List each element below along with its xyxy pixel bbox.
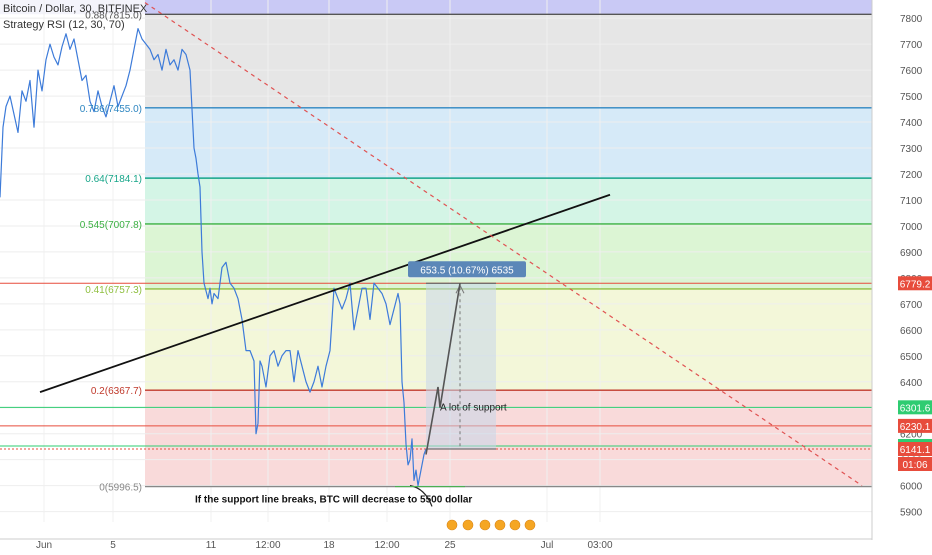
price-tick-label: 7700 bbox=[900, 40, 923, 51]
price-badge-label: 6141.1 bbox=[900, 445, 931, 456]
price-axis[interactable]: 5900600061006200630064006500660067006800… bbox=[871, 0, 932, 550]
price-tick-label: 7400 bbox=[900, 118, 923, 129]
price-tick-label: 6400 bbox=[900, 378, 923, 389]
fib-band bbox=[145, 0, 872, 15]
event-marker-icon[interactable] bbox=[509, 519, 521, 531]
price-tick-label: 7500 bbox=[900, 92, 923, 103]
price-badge[interactable] bbox=[898, 418, 932, 433]
projection-path-line bbox=[425, 283, 461, 455]
symbol-title: Bitcoin / Dollar, 30, BITFINEX bbox=[3, 3, 148, 15]
price-tick-label: 7200 bbox=[900, 170, 923, 181]
price-tick-label: 6200 bbox=[900, 430, 923, 441]
fib-band bbox=[145, 288, 872, 391]
fib-level-label: 0.88(7815.0) bbox=[85, 10, 142, 21]
price-badge[interactable] bbox=[898, 441, 932, 456]
projection-box bbox=[426, 282, 496, 450]
price-badge[interactable] bbox=[898, 400, 932, 415]
projection-label-bg bbox=[408, 261, 526, 278]
time-tick-label: 18 bbox=[323, 540, 335, 550]
price-tick-label: 6600 bbox=[900, 326, 923, 337]
fib-level-lines bbox=[145, 13, 872, 488]
fib-level-label: 0.41(6757.3) bbox=[85, 285, 142, 296]
fib-band bbox=[145, 390, 872, 487]
price-badge-label: 6779.2 bbox=[900, 279, 931, 290]
fib-level-label: 0(5996.5) bbox=[99, 483, 142, 494]
price-tick-label: 6700 bbox=[900, 300, 923, 311]
time-tick-label: 12:00 bbox=[374, 540, 399, 550]
fib-level-label: 0.786(7455.0) bbox=[80, 104, 142, 115]
projection-path: 653.5 (10.67%) 6535 bbox=[408, 261, 526, 455]
fib-band bbox=[145, 107, 872, 179]
annotation-text: A lot of support bbox=[440, 402, 507, 413]
fib-level-labels: 0.88(7815.0) 0.786(7455.0) 0.64(7184.1) 0.5… bbox=[80, 10, 142, 493]
annotations: A lot of support If the support line brea… bbox=[195, 402, 507, 507]
price-tick-label: 7300 bbox=[900, 144, 923, 155]
time-tick-label: 5 bbox=[110, 540, 116, 550]
time-tick-label: 11 bbox=[206, 540, 217, 550]
time-axis-bg bbox=[0, 540, 872, 550]
fib-band bbox=[0, 0, 145, 15]
downtrend-line[interactable] bbox=[144, 2, 863, 487]
countdown-label: 01:06 bbox=[902, 460, 927, 471]
time-axis[interactable]: Jun 5 11 12:00 18 12:00 25 Jul 03:00 bbox=[0, 538, 872, 551]
countdown-badge bbox=[898, 456, 932, 471]
chart-header: Bitcoin / Dollar, 30, BITFINEX Strategy … bbox=[3, 3, 148, 31]
price-tick-label: 6500 bbox=[900, 352, 923, 363]
event-marker-icon[interactable] bbox=[494, 519, 506, 531]
fib-level-label: 0.2(6367.7) bbox=[91, 386, 142, 397]
annotation-text: If the support line breaks, BTC will dec… bbox=[195, 495, 472, 506]
projection-range-box bbox=[426, 283, 496, 449]
price-tick-label: 6900 bbox=[900, 248, 923, 259]
time-tick-label: Jun bbox=[36, 540, 52, 550]
price-badge-label: 6230.1 bbox=[900, 422, 931, 433]
price-line-series[interactable] bbox=[0, 27, 427, 487]
fib-band bbox=[145, 223, 872, 289]
fib-band bbox=[145, 178, 872, 224]
price-tick-label: 7600 bbox=[900, 66, 923, 77]
time-tick-label: 03:00 bbox=[587, 540, 612, 550]
event-marker-icon[interactable] bbox=[524, 519, 536, 531]
support-trend-line[interactable] bbox=[39, 193, 611, 393]
time-tick-label: Jul bbox=[541, 540, 554, 550]
fib-level-label: 0.545(7007.8) bbox=[80, 220, 142, 231]
price-series[interactable] bbox=[0, 27, 427, 487]
price-tick-label: 6000 bbox=[900, 482, 923, 493]
price-badge[interactable] bbox=[898, 276, 932, 291]
event-marker-icon[interactable] bbox=[479, 519, 491, 531]
indicator-title: Strategy RSI (12, 30, 70) bbox=[3, 19, 125, 31]
event-marker-icon[interactable] bbox=[462, 519, 474, 531]
event-markers[interactable] bbox=[446, 519, 536, 531]
time-tick-label: 12:00 bbox=[255, 540, 280, 550]
price-badge-label: 6301.6 bbox=[900, 403, 931, 414]
price-tick-label: 7000 bbox=[900, 222, 923, 233]
event-marker-icon[interactable] bbox=[446, 519, 458, 531]
trendlines[interactable] bbox=[39, 2, 863, 487]
fib-level-label: 0.64(7184.1) bbox=[85, 174, 142, 185]
projection-label: 653.5 (10.67%) 6535 bbox=[420, 265, 514, 276]
fib-band bbox=[145, 14, 872, 108]
price-tick-label: 7800 bbox=[900, 14, 923, 25]
price-tick-label: 7100 bbox=[900, 196, 923, 207]
fib-bands bbox=[0, 0, 872, 487]
time-tick-label: 25 bbox=[444, 540, 456, 550]
price-tick-label: 5900 bbox=[900, 508, 923, 519]
